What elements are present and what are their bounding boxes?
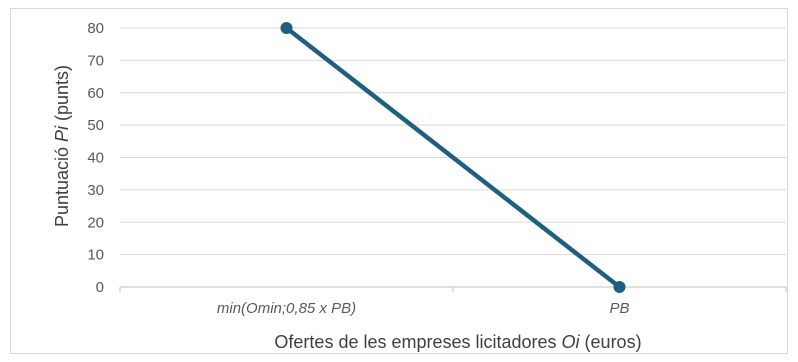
y-tick-label-2: 20 [87,214,104,231]
y-tick-label-5: 50 [87,117,104,134]
series-group [280,22,626,293]
gridlines [120,27,786,256]
x-axis-title: Ofertes de les empreses licitadores Oi (… [274,332,641,352]
series-line-0 [284,25,622,290]
y-axis-ticks: 0 10 20 30 40 50 60 70 80 [87,20,104,296]
data-point-0-0 [280,22,293,34]
y-axis-title: Puntuació Pi (punts) [52,65,72,227]
x-tick-label-0: min(Omin;0,85 x PB) [217,300,356,317]
y-tick-label-0: 0 [96,279,104,296]
y-tick-label-3: 30 [87,182,104,199]
x-tick-label-1: PB [609,300,629,317]
x-axis: min(Omin;0,85 x PB) PB [119,286,787,317]
chart-frame [10,8,788,354]
y-tick-label-7: 70 [87,52,104,69]
data-point-0-1 [613,281,626,293]
y-tick-label-4: 40 [87,150,104,167]
y-tick-label-6: 60 [87,85,104,102]
y-tick-label-8: 80 [87,20,104,37]
y-tick-label-1: 10 [87,247,104,264]
